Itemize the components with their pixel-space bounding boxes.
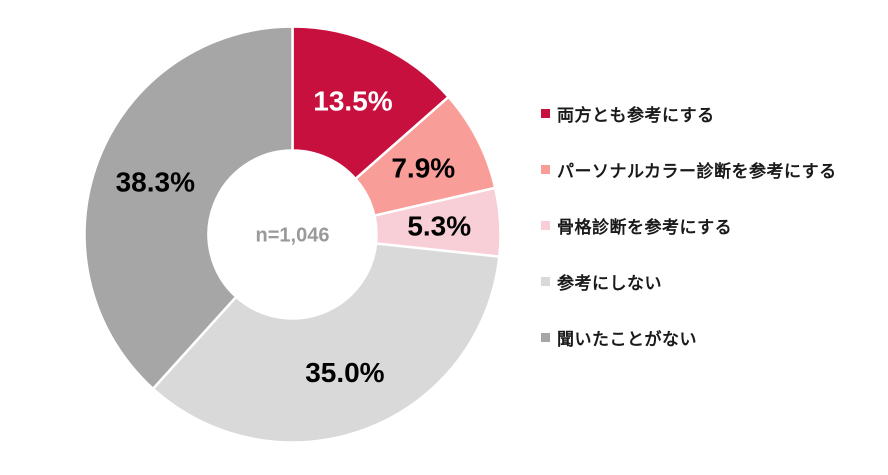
donut-chart: 13.5% 7.9% 5.3% 35.0% 38.3% n=1,046 <box>83 25 502 444</box>
legend-item-3: 参考にしない <box>541 269 837 293</box>
legend: 両方とも参考にするパーソナルカラー診断を参考にする 骨格診断を参考にする 参考にしな… <box>541 101 837 349</box>
pie-slice-4 <box>83 25 294 391</box>
legend-marker-icon <box>541 164 550 174</box>
sample-size-label: n=1,046 <box>256 225 330 247</box>
legend-item-label: 参考にしない <box>557 273 662 293</box>
legend-marker-icon <box>541 108 550 118</box>
slice-value-label-0: 13.5% <box>313 86 392 117</box>
legend-item-2: 骨格診断を参考にする <box>541 213 837 237</box>
legend-item-label: 両方とも参考にする <box>557 105 715 125</box>
donut-slices <box>83 25 502 444</box>
slice-value-labels: 13.5% 7.9% 5.3% 35.0% 38.3% <box>116 86 472 388</box>
legend-item-label: 骨格診断を参考にする <box>557 217 733 237</box>
legend-item-1: パーソナルカラー診断を参考にする <box>541 157 837 181</box>
legend-item-0: 両方とも参考にする <box>541 101 837 125</box>
legend-marker-icon <box>541 220 550 230</box>
legend-marker-icon <box>541 276 550 286</box>
legend-marker-icon <box>541 332 550 342</box>
pie-slice-3 <box>151 242 501 444</box>
legend-item-label: 聞いたことがない <box>557 329 697 349</box>
slice-value-label-1: 7.9% <box>391 152 455 183</box>
legend-item-4: 聞いたことがない <box>541 325 837 349</box>
slice-value-label-3: 35.0% <box>305 357 384 388</box>
slice-value-label-4: 38.3% <box>116 167 195 198</box>
legend-item-label: パーソナルカラー診断を参考にする <box>557 161 837 181</box>
pie-slice-0 <box>291 25 451 181</box>
slice-value-label-2: 5.3% <box>407 211 471 242</box>
